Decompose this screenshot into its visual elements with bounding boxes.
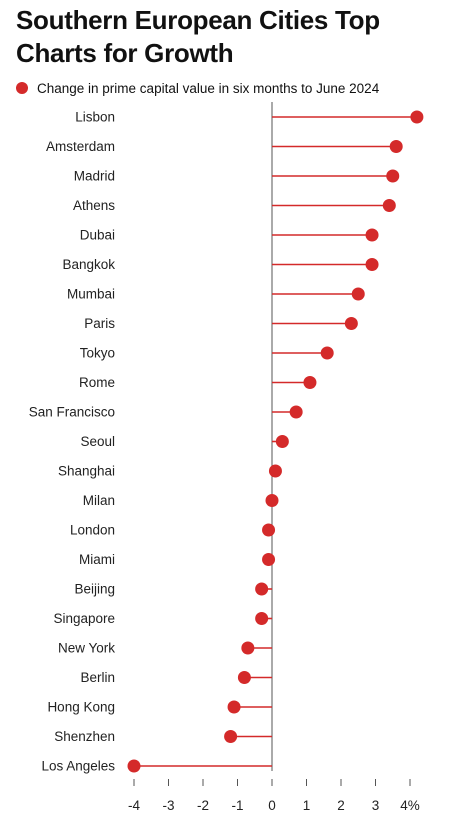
- x-tick-label: 1: [303, 798, 311, 813]
- lollipop-dot: [224, 730, 238, 743]
- category-label: Los Angeles: [41, 759, 115, 774]
- lollipop-dot: [365, 258, 379, 271]
- x-tick-label: 2: [337, 798, 345, 813]
- lollipop-dot: [386, 169, 400, 183]
- lollipop-dot: [237, 671, 251, 684]
- lollipop-dot: [351, 287, 365, 301]
- category-label: Beijing: [74, 582, 115, 597]
- x-tick-label: -4: [128, 798, 140, 813]
- chart-title: Southern European Cities Top Charts for …: [16, 5, 380, 68]
- lollipop-dot: [255, 612, 269, 625]
- legend-dot-icon: [16, 82, 28, 94]
- lollipop-dot: [262, 523, 276, 537]
- lollipop-dot: [265, 494, 279, 507]
- category-label: Berlin: [80, 670, 115, 685]
- lollipop-dot: [268, 464, 282, 478]
- lollipop-dot: [227, 700, 241, 714]
- lollipop-dot: [241, 641, 255, 655]
- x-tick-label: -2: [197, 798, 209, 813]
- lollipop-dot: [410, 110, 424, 124]
- category-label: Mumbai: [67, 287, 115, 302]
- category-label: Tokyo: [80, 346, 115, 361]
- lollipop-dot: [320, 346, 334, 360]
- x-tick-label: 4%: [400, 798, 420, 813]
- lollipop-dot: [344, 317, 358, 330]
- lollipop-dot: [262, 553, 276, 566]
- lollipop-dot: [289, 405, 303, 419]
- category-label: Dubai: [80, 228, 115, 243]
- lollipop-dot: [382, 199, 396, 212]
- category-label: Bangkok: [62, 257, 115, 272]
- category-label: New York: [58, 641, 115, 656]
- category-label: Rome: [79, 375, 115, 390]
- category-label: Athens: [73, 198, 115, 213]
- lollipop-dot: [365, 228, 379, 242]
- category-label: London: [70, 523, 115, 538]
- category-label: Seoul: [80, 434, 115, 449]
- category-label: Miami: [79, 552, 115, 567]
- category-label: Hong Kong: [47, 700, 115, 715]
- category-label: Madrid: [74, 169, 115, 184]
- legend-label: Change in prime capital value in six mon…: [37, 80, 380, 96]
- category-label: Lisbon: [75, 110, 115, 125]
- lollipop-dot: [303, 376, 317, 389]
- category-label: Singapore: [53, 611, 115, 626]
- x-tick-label: -1: [231, 798, 243, 813]
- lollipop-dot: [389, 140, 403, 153]
- lollipop-dot: [255, 582, 269, 596]
- category-label: Shenzhen: [54, 729, 115, 744]
- category-label: Paris: [84, 316, 115, 331]
- lollipop-dot: [275, 435, 289, 448]
- category-label: San Francisco: [29, 405, 115, 420]
- category-label: Shanghai: [58, 464, 115, 479]
- x-tick-label: 3: [372, 798, 380, 813]
- category-label: Milan: [83, 493, 115, 508]
- legend: Change in prime capital value in six mon…: [16, 79, 379, 97]
- lollipop-dot: [127, 759, 141, 773]
- x-tick-label: -3: [162, 798, 174, 813]
- category-label: Amsterdam: [46, 139, 115, 154]
- x-tick-label: 0: [268, 798, 276, 813]
